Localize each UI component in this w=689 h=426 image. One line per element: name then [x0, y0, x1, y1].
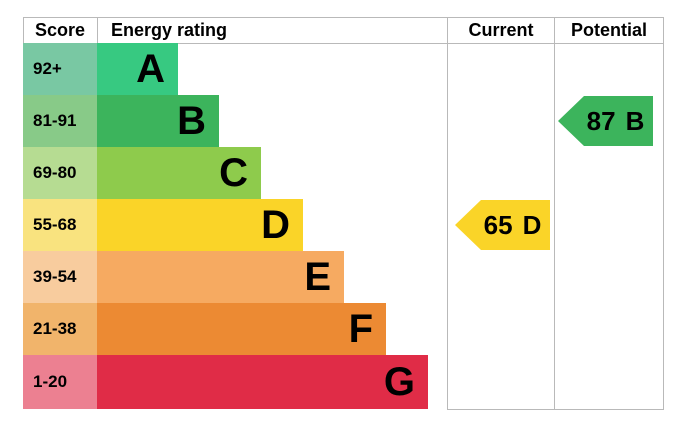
current-rating-value: 65: [483, 209, 513, 240]
rating-bar-f: F: [97, 303, 386, 355]
band-row-a: 92+ A: [23, 43, 663, 95]
band-letter-f: F: [348, 306, 373, 351]
band-row-f: 21-38 F: [23, 303, 663, 355]
potential-column-header: Potential: [570, 20, 647, 40]
rating-bar-b: B: [97, 95, 219, 147]
band-letter-d: D: [261, 202, 290, 247]
header-underline: [23, 43, 664, 44]
score-column-divider: [97, 17, 98, 44]
band-row-g: 1-20 G: [23, 355, 663, 409]
rating-bar-d: D: [97, 199, 303, 251]
rating-bar-e: E: [97, 251, 344, 303]
score-range-d: 55-68: [23, 199, 97, 251]
band-letter-c: C: [219, 150, 248, 195]
rating-bands: 92+ A 81-91 B 69-80 C 55-68 D 39-54 E 21-38 F 1-20 G: [23, 43, 663, 409]
potential-rating-value: 87: [586, 105, 616, 136]
table-border-left: [23, 17, 24, 44]
rating-bar-c: C: [97, 147, 261, 199]
rating-bar-g: G: [97, 355, 428, 409]
score-range-f: 21-38: [23, 303, 97, 355]
table-border-top: [23, 17, 664, 18]
band-row-c: 69-80 C: [23, 147, 663, 199]
band-row-b: 81-91 B: [23, 95, 663, 147]
current-column-header: Current: [468, 20, 534, 40]
table-border-bottom: [447, 409, 664, 410]
band-row-e: 39-54 E: [23, 251, 663, 303]
score-range-a: 92+: [23, 43, 97, 95]
current-column-left-border: [447, 17, 448, 410]
rating-bar-a: A: [97, 43, 178, 95]
band-row-d: 55-68 D: [23, 199, 663, 251]
score-range-e: 39-54: [23, 251, 97, 303]
potential-column-left-border: [554, 17, 555, 410]
score-range-c: 69-80: [23, 147, 97, 199]
band-letter-e: E: [304, 254, 331, 299]
table-border-right: [663, 17, 664, 410]
band-letter-g: G: [383, 359, 415, 404]
score-range-b: 81-91: [23, 95, 97, 147]
current-rating-band: D: [522, 209, 542, 240]
score-column-header: Score: [34, 20, 86, 40]
band-letter-b: B: [177, 98, 206, 143]
band-letter-a: A: [136, 46, 165, 91]
energy-rating-column-header: Energy rating: [111, 20, 228, 40]
potential-rating-band: B: [625, 105, 645, 136]
score-range-g: 1-20: [23, 355, 97, 409]
